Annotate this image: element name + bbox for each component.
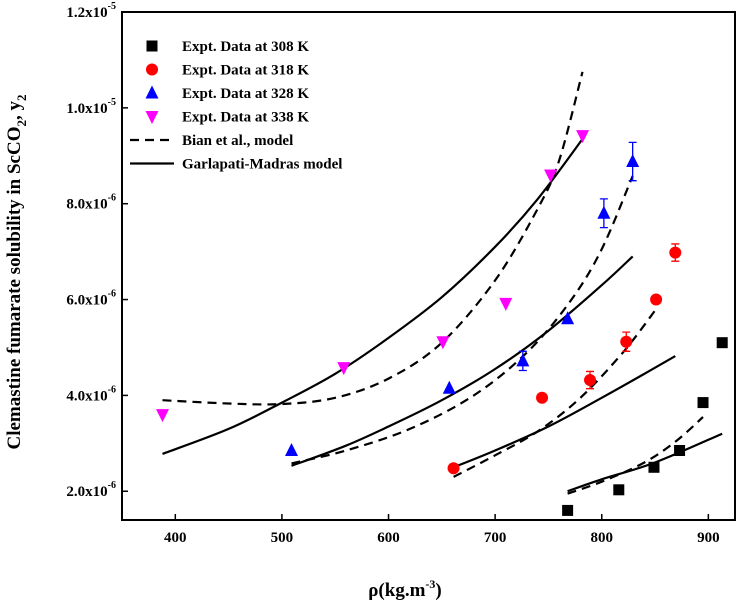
y-tick-base: 4.0x10	[66, 388, 107, 404]
point-triangle-up-3	[285, 443, 299, 457]
x-tick-label: 500	[271, 530, 294, 546]
point-square-1	[674, 445, 686, 457]
point-triangle-down-4	[156, 409, 170, 423]
point-triangle-up-3	[516, 353, 530, 367]
y-tick-base: 2.0x10	[66, 484, 107, 500]
y-tick-exponent: -6	[108, 384, 116, 395]
legend-label-6: Garlapati-Madras model	[182, 157, 342, 173]
y-tick-base: 6.0x10	[66, 293, 107, 309]
x-axis-title-superscript: -3	[425, 577, 435, 591]
garlapati-madras-curve-1	[162, 138, 584, 455]
y-axis-title: Clemastine fumarate solubility in ScCO2,…	[4, 95, 29, 450]
point-triangle-down-4	[337, 362, 351, 376]
point-square-1	[562, 504, 574, 516]
y-tick-exponent: -6	[108, 193, 116, 204]
x-axis-title-end: )	[435, 580, 441, 601]
point-square-1	[613, 484, 625, 496]
point-triangle-up-3	[442, 380, 456, 394]
legend-label-3: Expt. Data at 328 K	[182, 86, 309, 102]
axes-layer: 400 500 600 700 800 9002.0x10-64.0x10-66.0x10…	[66, 1, 736, 546]
point-circle-2	[620, 335, 633, 348]
point-triangle-down-4	[436, 336, 450, 350]
x-tick-label: 700	[484, 530, 507, 546]
y-tick-base: 1.0x10	[66, 101, 107, 117]
point-circle-2	[650, 293, 663, 306]
y-tick-base: 1.2x10	[66, 5, 107, 21]
x-axis-title-main: ρ(kg.m	[368, 580, 425, 601]
y-tick-exponent: -5	[108, 97, 116, 108]
y-tick-label: 1.2x10-5	[66, 1, 116, 21]
y-tick-label: 6.0x10-6	[66, 289, 116, 309]
legend-label-5: Bian et al., model	[182, 133, 293, 149]
data-markers	[156, 130, 728, 516]
legend-symbol-1	[146, 40, 158, 52]
legend: Expt. Data at 308 K Expt. Data at 318 K Ex…	[130, 39, 342, 173]
point-triangle-down-4	[576, 130, 590, 144]
legend-label-4: Expt. Data at 338 K	[182, 110, 309, 126]
legend-symbol-2	[146, 63, 158, 76]
y-axis-title-mid: , y	[4, 101, 25, 121]
point-circle-2	[447, 462, 460, 475]
point-circle-2	[584, 374, 597, 387]
point-square-1	[716, 337, 728, 349]
y-axis-title-sub2: 2	[14, 95, 29, 102]
bian-model-curve-4	[567, 416, 704, 495]
y-tick-label: 8.0x10-6	[66, 193, 116, 213]
legend-symbol-3	[145, 85, 159, 99]
point-triangle-down-4	[544, 169, 558, 183]
point-triangle-up-3	[597, 205, 611, 219]
plot-frame	[121, 11, 736, 521]
x-tick-label: 600	[377, 530, 400, 546]
y-axis-title-main: Clemastine fumarate solubility in ScCO	[4, 127, 25, 450]
garlapati-madras-curve-4	[567, 432, 723, 493]
x-tick-label: 900	[697, 530, 720, 546]
y-tick-label: 1.0x10-5	[66, 97, 116, 117]
point-circle-2	[669, 246, 682, 259]
point-triangle-down-4	[499, 297, 513, 311]
legend-label-1: Expt. Data at 308 K	[182, 39, 309, 55]
garlapati-madras-curve-3	[453, 355, 676, 469]
point-square-1	[697, 397, 709, 409]
y-tick-label: 2.0x10-6	[66, 480, 116, 500]
point-triangle-up-3	[626, 154, 640, 168]
bian-model-curve-1	[162, 71, 584, 406]
garlapati-madras-curve-2	[291, 255, 634, 467]
point-square-1	[648, 461, 660, 473]
legend-label-2: Expt. Data at 318 K	[182, 63, 309, 79]
x-tick-label: 800	[590, 530, 613, 546]
y-tick-label: 4.0x10-6	[66, 384, 116, 404]
y-tick-base: 8.0x10	[66, 197, 107, 213]
x-tick-label: 400	[164, 530, 187, 546]
y-tick-exponent: -5	[108, 1, 116, 12]
point-circle-2	[536, 391, 549, 404]
y-axis-title-sub1: 2	[14, 120, 29, 127]
x-axis-title: ρ(kg.m-3)	[368, 577, 441, 601]
y-tick-exponent: -6	[108, 480, 116, 491]
bian-model-curve-2	[291, 175, 634, 465]
point-triangle-up-3	[561, 311, 575, 325]
y-tick-exponent: -6	[108, 289, 116, 300]
legend-symbol-4	[145, 111, 159, 124]
